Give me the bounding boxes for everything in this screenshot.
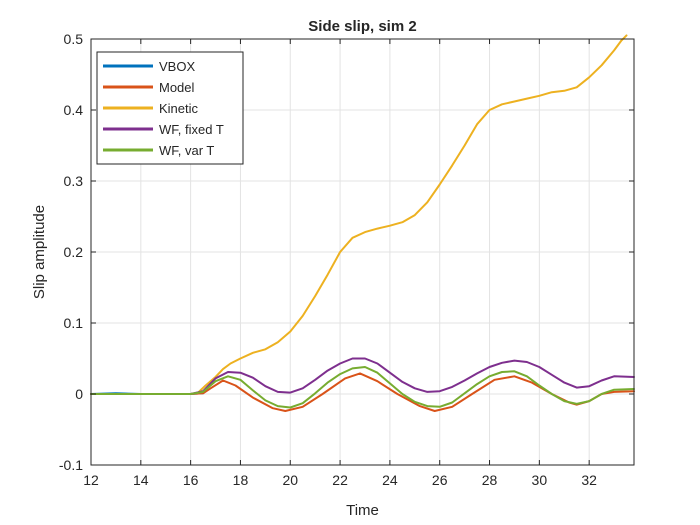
x-tick-label: 14 xyxy=(133,472,149,488)
x-tick-label: 30 xyxy=(532,472,548,488)
y-tick-label: 0.3 xyxy=(64,173,84,189)
y-axis-label: Slip amplitude xyxy=(31,205,48,299)
ticks: 12 14 16 18 20 22 24 26 28 30 32 -0.1 0 0.1 0.2 0.3 0.4 0… xyxy=(59,31,634,488)
y-tick-label: 0.2 xyxy=(64,244,84,260)
x-tick-label: 26 xyxy=(432,472,448,488)
x-tick-label: 20 xyxy=(282,472,298,488)
x-tick-label: 28 xyxy=(482,472,498,488)
legend: VBOX Model Kinetic WF, fixed T WF, var T xyxy=(96,51,244,165)
y-tick-label: 0.5 xyxy=(64,31,84,47)
y-tick-label: 0.4 xyxy=(64,102,84,118)
series-line-wf-var-t xyxy=(90,366,635,409)
x-tick-label: 24 xyxy=(382,472,398,488)
x-tick-label: 18 xyxy=(233,472,249,488)
series-line-kinetic xyxy=(90,34,628,395)
x-tick-label: 16 xyxy=(183,472,199,488)
series-line-wf-fixed-t xyxy=(90,357,635,395)
series-layer xyxy=(90,34,635,412)
legend-label-wf-fixed-t: WF, fixed T xyxy=(159,122,224,137)
x-tick-label: 32 xyxy=(581,472,597,488)
x-tick-label: 22 xyxy=(332,472,348,488)
y-tick-label: -0.1 xyxy=(59,457,83,473)
legend-label-model: Model xyxy=(159,80,195,95)
x-axis-label: Time xyxy=(346,502,379,519)
chart-title: Side slip, sim 2 xyxy=(308,18,416,35)
legend-label-vbox: VBOX xyxy=(159,59,195,74)
x-tick-label: 12 xyxy=(83,472,99,488)
legend-label-wf-var-t: WF, var T xyxy=(159,143,214,158)
y-tick-label: 0 xyxy=(75,386,83,402)
y-tick-label: 0.1 xyxy=(64,315,84,331)
legend-label-kinetic: Kinetic xyxy=(159,101,199,116)
